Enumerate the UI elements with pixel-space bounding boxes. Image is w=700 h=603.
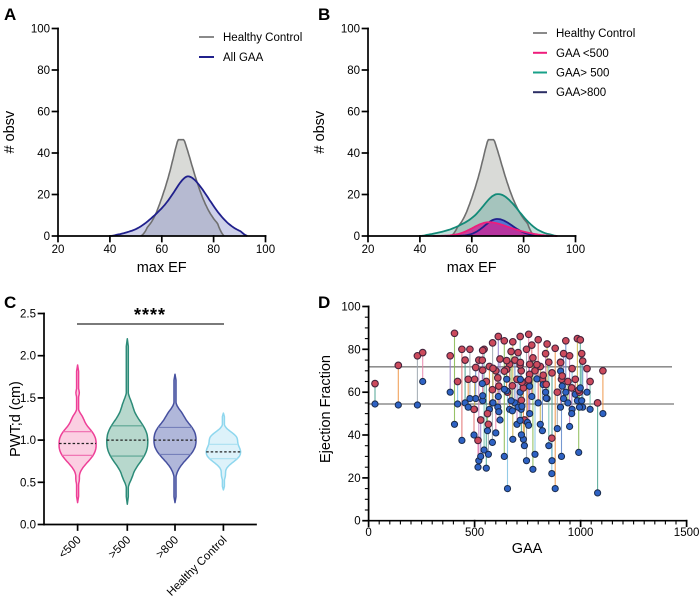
svg-text:1.5: 1.5: [20, 393, 36, 405]
svg-text:2.0: 2.0: [20, 351, 36, 363]
svg-text:0: 0: [354, 231, 360, 243]
svg-text:GAA: GAA: [512, 541, 543, 557]
svg-text:1.0: 1.0: [20, 435, 36, 447]
svg-text:40: 40: [347, 148, 360, 160]
svg-text:100: 100: [341, 24, 360, 36]
svg-text:C: C: [4, 293, 16, 312]
svg-text:0: 0: [44, 231, 50, 243]
svg-text:100: 100: [341, 302, 360, 314]
svg-text:max EF: max EF: [447, 260, 497, 276]
svg-text:60: 60: [155, 244, 168, 256]
svg-text:GAA>800: GAA>800: [556, 87, 606, 99]
svg-text:0.0: 0.0: [20, 520, 36, 532]
svg-text:500: 500: [465, 527, 484, 539]
svg-text:80: 80: [37, 65, 50, 77]
svg-text:2.5: 2.5: [20, 309, 36, 321]
svg-text:20: 20: [347, 190, 360, 202]
svg-text:80: 80: [517, 244, 530, 256]
svg-text:60: 60: [465, 244, 478, 256]
svg-text:Healthy Control: Healthy Control: [556, 28, 635, 40]
svg-text:0.5: 0.5: [20, 477, 36, 489]
svg-text:60: 60: [37, 107, 50, 119]
svg-text:60: 60: [348, 387, 361, 399]
svg-text:# obsv: # obsv: [2, 110, 18, 153]
svg-text:Healthy Control: Healthy Control: [223, 32, 302, 44]
svg-text:GAA> 500: GAA> 500: [556, 68, 609, 80]
svg-text:20: 20: [362, 244, 375, 256]
svg-text:100: 100: [31, 24, 50, 36]
svg-text:40: 40: [348, 430, 361, 442]
svg-text:100: 100: [566, 244, 585, 256]
svg-text:B: B: [318, 5, 330, 24]
svg-text:80: 80: [347, 65, 360, 77]
svg-text:D: D: [318, 293, 330, 312]
svg-text:max EF: max EF: [137, 260, 187, 276]
svg-text:40: 40: [37, 148, 50, 160]
svg-text:0: 0: [365, 527, 371, 539]
svg-text:0: 0: [354, 516, 360, 528]
svg-text:20: 20: [348, 473, 361, 485]
svg-text:40: 40: [104, 244, 117, 256]
svg-text:All GAA: All GAA: [223, 52, 264, 64]
svg-text:80: 80: [348, 344, 361, 356]
svg-text:1000: 1000: [568, 527, 594, 539]
svg-text:PWT;d (cm): PWT;d (cm): [8, 381, 24, 457]
svg-text:A: A: [4, 5, 16, 24]
svg-text:****: ****: [134, 305, 166, 325]
svg-text:80: 80: [207, 244, 220, 256]
svg-text:GAA <500: GAA <500: [556, 48, 609, 60]
svg-text:Ejection Fraction: Ejection Fraction: [318, 355, 334, 463]
svg-text:# obsv: # obsv: [312, 110, 328, 153]
svg-text:60: 60: [347, 107, 360, 119]
svg-text:40: 40: [414, 244, 427, 256]
svg-text:100: 100: [256, 244, 275, 256]
svg-text:1500: 1500: [674, 527, 700, 539]
svg-text:20: 20: [37, 190, 50, 202]
svg-text:20: 20: [52, 244, 65, 256]
